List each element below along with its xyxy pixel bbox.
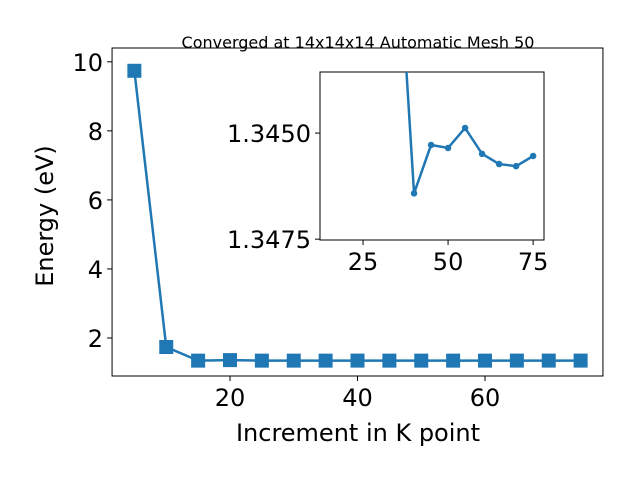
- chart-title: Converged at 14x14x14 Automatic Mesh 50: [182, 33, 535, 52]
- data-marker: [512, 162, 520, 170]
- data-marker: [478, 353, 493, 368]
- data-marker: [446, 353, 461, 368]
- data-marker: [222, 353, 237, 368]
- data-marker: [410, 190, 418, 197]
- data-marker: [286, 353, 301, 368]
- x-tick-label: 20: [215, 384, 246, 412]
- x-tick-label: 40: [342, 384, 373, 412]
- data-marker: [478, 150, 486, 158]
- y-tick-label: 2: [88, 325, 103, 353]
- data-marker: [254, 353, 269, 368]
- x-tick-label: 50: [433, 248, 464, 276]
- plot-area: [319, 71, 545, 241]
- y-tick-label: 1.3475: [227, 226, 311, 254]
- data-marker: [414, 353, 429, 368]
- data-marker: [573, 353, 588, 368]
- plot-content: [405, 72, 537, 197]
- y-tick-label: 4: [88, 256, 103, 284]
- data-marker: [159, 339, 174, 354]
- y-axis-label: Energy (eV): [31, 145, 59, 287]
- data-marker: [444, 144, 452, 152]
- y-tick-label: 6: [88, 187, 103, 215]
- data-marker: [495, 160, 503, 168]
- y-tick-label: 1.3450: [227, 120, 311, 148]
- y-tick-label: 8: [88, 118, 103, 146]
- data-marker: [509, 353, 524, 368]
- data-marker: [461, 124, 469, 132]
- x-tick-label: 25: [348, 248, 379, 276]
- data-marker: [541, 353, 556, 368]
- data-marker: [382, 353, 397, 368]
- y-tick-label: 10: [73, 49, 104, 77]
- data-marker: [318, 353, 333, 368]
- plot-content: [127, 63, 588, 368]
- data-marker: [127, 63, 142, 78]
- x-axis-label: Increment in K point: [236, 419, 480, 447]
- data-marker: [427, 141, 435, 149]
- data-marker: [529, 152, 537, 160]
- x-tick-label: 60: [470, 384, 501, 412]
- x-tick-label: 75: [518, 248, 549, 276]
- data-marker: [350, 353, 365, 368]
- data-marker: [191, 353, 206, 368]
